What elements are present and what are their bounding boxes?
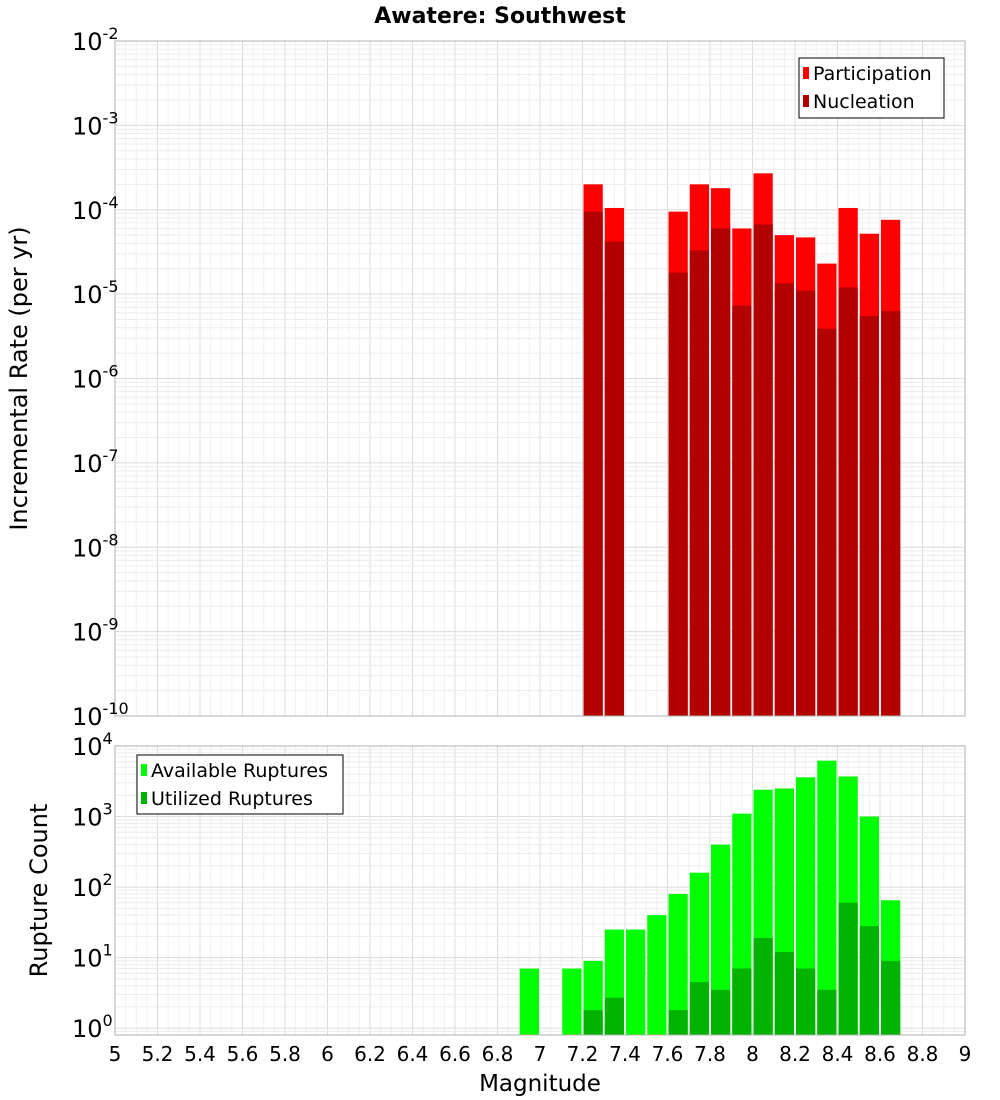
x-tick-label: 8.4 (822, 1042, 854, 1066)
bar-nucleation (753, 224, 773, 717)
top-panel: 10-10 10-9 10-8 10-7 10-6 10-5 10-4 10-3 10-2 Inc… (5, 24, 966, 731)
y-tick-label: 10-10 (72, 699, 129, 731)
bar-nucleation (732, 305, 752, 716)
legend-swatch (141, 792, 147, 804)
y-tick-label: 10-9 (72, 615, 119, 647)
x-tick-label: 8.2 (779, 1042, 811, 1066)
y-tick-label: 100 (72, 1011, 113, 1043)
bar-utilized-ruptures (668, 1010, 688, 1035)
bar-utilized-ruptures (753, 937, 773, 1035)
bar-available-ruptures (668, 893, 688, 1035)
x-tick-label: 6.8 (482, 1042, 514, 1066)
x-tick-label: 8.6 (864, 1042, 896, 1066)
bar-available-ruptures (519, 968, 539, 1035)
bar-utilized-ruptures (817, 989, 837, 1035)
bar-nucleation (711, 228, 731, 716)
bar-nucleation (689, 250, 709, 717)
bar-utilized-ruptures (838, 902, 858, 1035)
y-tick-label: 10-4 (72, 193, 119, 225)
bar-available-ruptures (562, 968, 582, 1035)
y-tick-label: 10-8 (72, 530, 119, 562)
bar-nucleation (668, 272, 688, 716)
bar-utilized-ruptures (881, 960, 901, 1035)
y-tick-label: 10-3 (72, 108, 119, 140)
bar-nucleation (583, 211, 603, 716)
x-tick-label: 7.8 (694, 1042, 726, 1066)
legend-box (136, 754, 344, 815)
bar-nucleation (604, 241, 624, 717)
legend-label: Nucleation (813, 91, 915, 113)
bar-utilized-ruptures (689, 982, 709, 1035)
bar-utilized-ruptures (604, 997, 624, 1035)
legend-label: Participation (813, 63, 932, 85)
bar-nucleation (881, 311, 901, 716)
x-tick-label: 6 (321, 1042, 334, 1066)
bar-utilized-ruptures (583, 1010, 603, 1035)
y-axis-label: Incremental Rate (per yr) (5, 226, 33, 530)
y-tick-label: 10-2 (72, 24, 119, 56)
x-tick-label: 6.4 (397, 1042, 429, 1066)
y-tick-label: 101 (72, 941, 113, 973)
bar-available-ruptures (817, 760, 837, 1035)
x-tick-label: 7.6 (652, 1042, 684, 1066)
y-tick-label: 10-5 (72, 277, 119, 309)
bar-nucleation (796, 290, 816, 716)
bar-utilized-ruptures (732, 968, 752, 1035)
y-tick-label: 103 (72, 800, 113, 832)
x-tick-label: 5.8 (269, 1042, 301, 1066)
x-tick-label: 5.4 (184, 1042, 216, 1066)
legend-label: Available Ruptures (151, 760, 328, 782)
bar-nucleation (774, 283, 794, 716)
bar-utilized-ruptures (711, 989, 731, 1035)
bar-available-ruptures (647, 915, 667, 1035)
bar-nucleation (817, 328, 837, 716)
x-tick-label: 7.2 (567, 1042, 599, 1066)
bar-utilized-ruptures (859, 926, 879, 1035)
y-tick-label: 104 (72, 729, 113, 761)
bar-available-ruptures (626, 929, 646, 1035)
x-tick-label: 9 (959, 1042, 972, 1066)
x-tick-label: 8.8 (907, 1042, 939, 1066)
x-axis-label: Magnitude (479, 1071, 601, 1097)
bar-available-ruptures (711, 844, 731, 1035)
chart-title: Awatere: Southwest (374, 4, 626, 29)
legend-swatch (141, 764, 147, 776)
legend-swatch (803, 67, 809, 79)
x-tick-label: 5 (109, 1042, 122, 1066)
bottom-panel: 100 101 102 103 104 Rupture Count 5 5.2 5.4 5.6 5.… (25, 729, 971, 1097)
x-tick-label: 5.2 (142, 1042, 174, 1066)
legend-label: Utilized Ruptures (151, 788, 313, 810)
legend-box (798, 57, 945, 119)
y-tick-label: 102 (72, 870, 113, 902)
x-tick-label: 7 (534, 1042, 547, 1066)
bar-utilized-ruptures (796, 968, 816, 1035)
plot-border (114, 745, 966, 1036)
bar-nucleation (838, 287, 858, 716)
bar-nucleation (859, 316, 879, 716)
y-tick-label: 10-6 (72, 362, 119, 394)
plot-border (114, 40, 966, 717)
x-tick-label: 6.6 (439, 1042, 471, 1066)
x-tick-label: 6.2 (354, 1042, 386, 1066)
y-tick-label: 10-7 (72, 446, 119, 478)
y-axis-label: Rupture Count (25, 804, 53, 978)
x-tick-label: 8 (746, 1042, 759, 1066)
bar-utilized-ruptures (774, 952, 794, 1035)
x-tick-label: 7.4 (609, 1042, 641, 1066)
x-tick-label: 5.6 (227, 1042, 259, 1066)
legend-swatch (803, 95, 809, 107)
